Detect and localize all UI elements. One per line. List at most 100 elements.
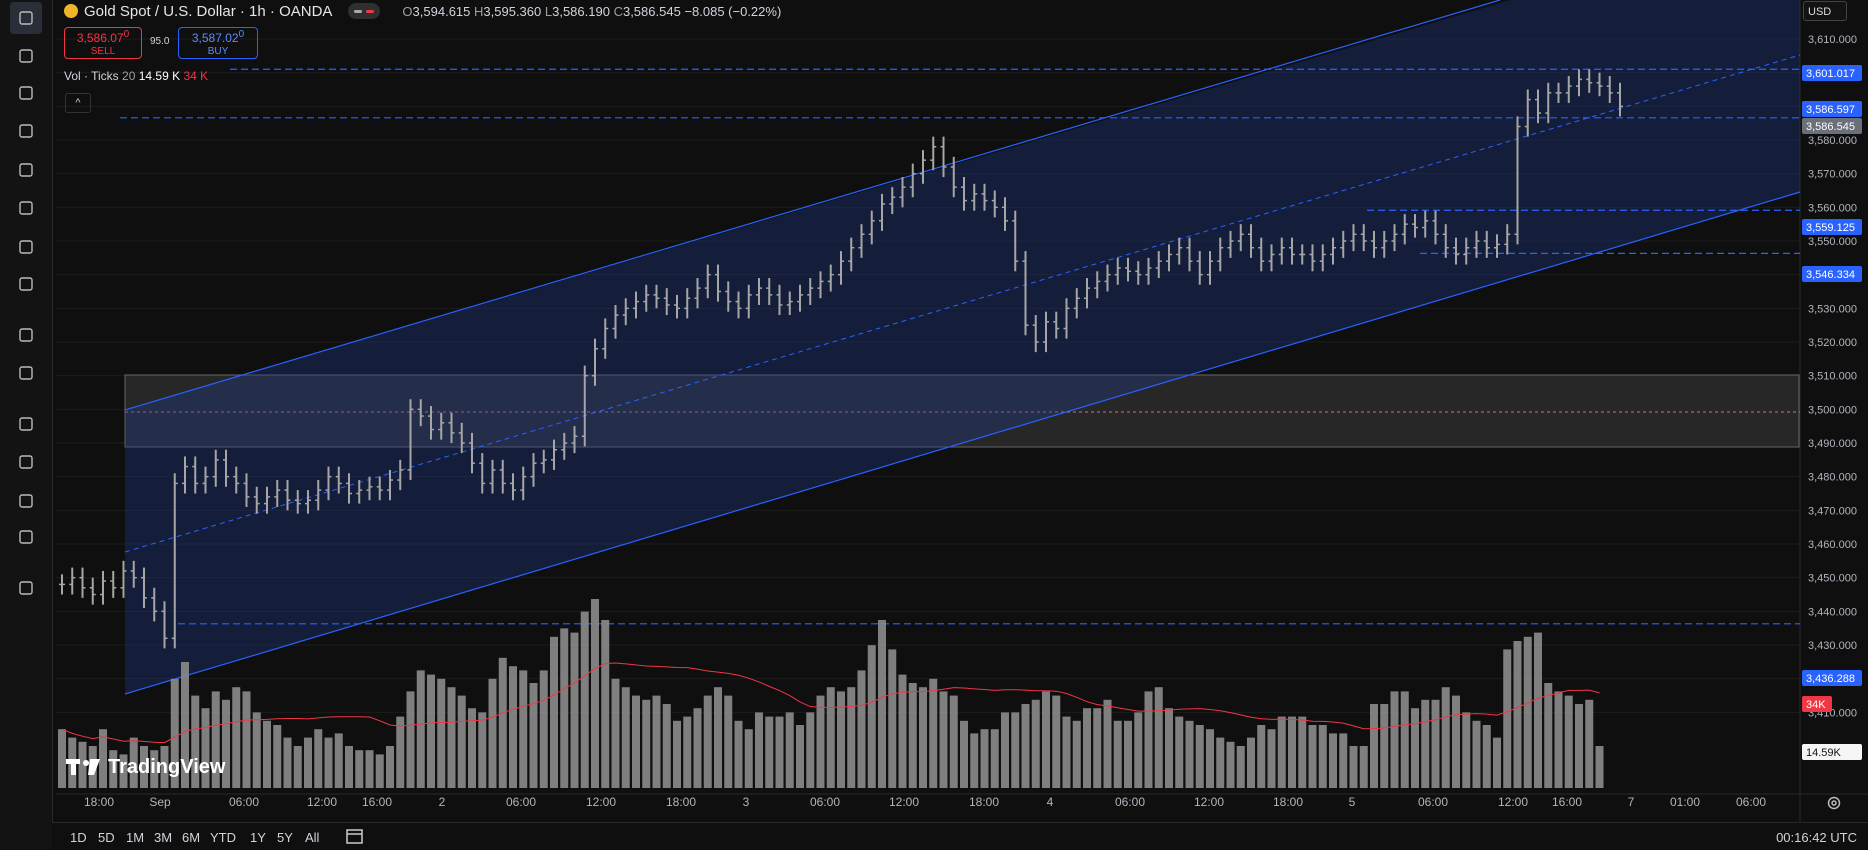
volume-bar — [468, 708, 476, 788]
volume-bar — [1083, 708, 1091, 788]
volume-bar — [222, 699, 230, 788]
range-5y[interactable]: 5Y — [277, 830, 293, 845]
buy-button[interactable]: 3,587.020 BUY — [178, 27, 258, 59]
volume-bar — [1216, 737, 1225, 788]
volume-bar — [1226, 741, 1235, 788]
trash-icon[interactable] — [10, 572, 42, 604]
svg-text:3,601.017: 3,601.017 — [1806, 68, 1855, 80]
range-1m[interactable]: 1M — [126, 830, 145, 845]
emoji-icon[interactable] — [10, 268, 42, 300]
volume-bar — [765, 716, 774, 788]
volume-bar — [1318, 725, 1327, 788]
volume-bar — [498, 657, 507, 788]
lock-icon[interactable] — [10, 485, 42, 517]
volume-bar — [683, 716, 692, 788]
range-6m[interactable]: 6M — [182, 830, 201, 845]
range-all[interactable]: All — [305, 830, 320, 845]
volume-bar — [662, 704, 671, 788]
sell-label: SELL — [90, 46, 116, 57]
volume-bar — [457, 695, 466, 788]
zoom-icon[interactable] — [10, 357, 42, 389]
price-tick: 3,490.000 — [1808, 438, 1857, 450]
range-1y[interactable]: 1Y — [250, 830, 266, 845]
volume-bar — [365, 750, 374, 788]
pattern-icon[interactable] — [10, 115, 42, 147]
rectangle-icon[interactable] — [10, 192, 42, 224]
currency-button[interactable]: USD — [1803, 1, 1847, 21]
volume-bar — [775, 716, 784, 788]
time-tick: Sep — [149, 795, 171, 809]
volume-bar — [847, 687, 856, 788]
volume-bar — [939, 691, 948, 788]
price-tick: 3,470.000 — [1808, 505, 1857, 517]
volume-bar — [232, 687, 241, 788]
crosshair-icon[interactable] — [10, 2, 42, 34]
volume-ma-value: 34 K — [183, 69, 209, 83]
price-chart[interactable]: 3,610.0003,600.0003,590.0003,580.0003,57… — [56, 0, 1868, 822]
sell-button[interactable]: 3,586.070 SELL — [64, 27, 142, 59]
volume-bar — [1349, 746, 1358, 788]
volume-bar — [1093, 708, 1102, 788]
settings-gear-icon[interactable] — [1826, 795, 1842, 811]
volume-bar — [1575, 704, 1583, 788]
pencil-lock-icon[interactable] — [10, 446, 42, 478]
volume-bar — [878, 620, 886, 788]
calendar-icon[interactable] — [345, 827, 365, 845]
ruler-icon[interactable] — [10, 319, 42, 351]
volume-bar — [1072, 720, 1081, 788]
buy-price-pip: 0 — [238, 29, 245, 40]
line-icon[interactable] — [10, 40, 42, 72]
eye-icon[interactable] — [10, 521, 42, 553]
volume-legend[interactable]: Vol · Ticks 20 14.59 K 34 K — [64, 69, 208, 83]
open-label: O — [402, 3, 413, 19]
range-5d[interactable]: 5D — [98, 830, 115, 845]
indicator-toggle[interactable] — [348, 3, 381, 19]
range-3m[interactable]: 3M — [154, 830, 173, 845]
text-icon[interactable] — [10, 231, 42, 263]
volume-bar — [1154, 687, 1163, 788]
collapse-legend-button[interactable]: ^ — [65, 93, 91, 113]
time-tick: 18:00 — [969, 795, 999, 809]
price-tick: 3,500.000 — [1808, 404, 1857, 416]
volume-bar — [1339, 733, 1348, 788]
high-value: 3,595.360 — [483, 3, 542, 19]
volume-bar — [1052, 695, 1061, 788]
volume-bar — [1534, 632, 1542, 788]
volume-bar — [1001, 712, 1009, 788]
volume-bar — [1493, 737, 1501, 788]
volume-bar — [304, 737, 312, 788]
volume-bar — [1390, 691, 1399, 788]
price-axis-label: 3,586.597 — [1802, 101, 1862, 117]
volume-bar — [960, 720, 968, 788]
ohlc-values: O3,594.615 H3,595.360 L3,586.190 C3,586.… — [402, 4, 781, 19]
volume-bar — [119, 754, 128, 788]
magnet-icon[interactable] — [10, 408, 42, 440]
range-ytd[interactable]: YTD — [210, 830, 236, 845]
price-axis-label: 14.59K — [1802, 744, 1862, 760]
volume-bar — [58, 729, 66, 788]
time-tick: 3 — [743, 795, 750, 809]
watermark-text: TradingView — [108, 756, 226, 778]
price-tick: 3,610.000 — [1808, 34, 1857, 46]
volume-bar — [509, 666, 517, 788]
volume-bar — [539, 670, 548, 788]
range-1d[interactable]: 1D — [70, 830, 87, 845]
price-tick: 3,550.000 — [1808, 236, 1857, 248]
volume-bar — [970, 733, 979, 788]
volume-bar — [724, 695, 733, 788]
volume-bar — [181, 662, 189, 788]
volume-bar — [1236, 746, 1245, 788]
utc-clock[interactable]: 00:16:42 UTC — [1776, 830, 1857, 845]
volume-bar — [1185, 720, 1194, 788]
time-tick: 2 — [439, 795, 446, 809]
volume-bar — [1421, 699, 1430, 788]
svg-text:3,586.597: 3,586.597 — [1806, 104, 1855, 116]
symbol-title[interactable]: Gold Spot / U.S. Dollar · 1h · OANDA — [84, 2, 333, 20]
volume-bar — [867, 645, 876, 788]
fib-icon[interactable] — [10, 77, 42, 109]
indicator-wave-icon — [366, 9, 375, 13]
time-tick: 12:00 — [307, 795, 337, 809]
brush-icon[interactable] — [10, 154, 42, 186]
volume-bar — [1370, 704, 1378, 788]
price-tick: 3,570.000 — [1808, 169, 1857, 181]
